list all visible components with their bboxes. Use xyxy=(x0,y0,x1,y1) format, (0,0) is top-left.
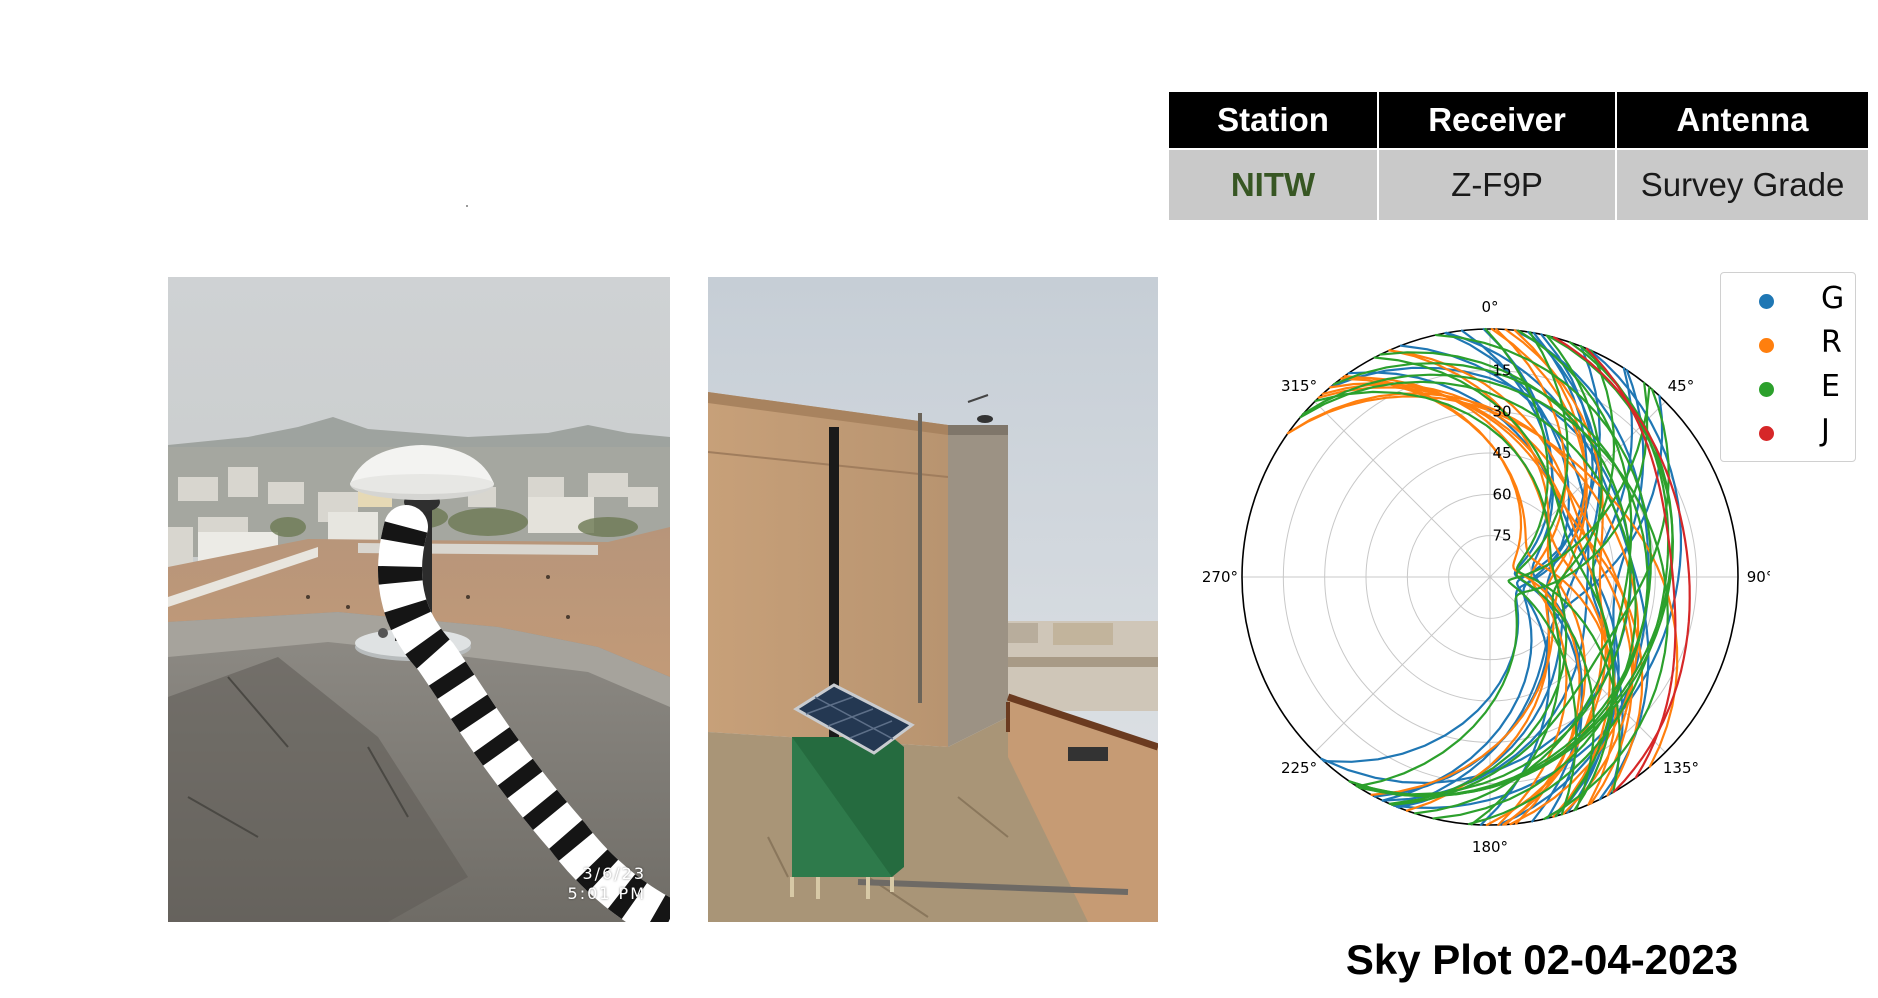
cell-antenna: Survey Grade xyxy=(1615,148,1870,222)
sky-plot-chart: 0° 45° 90° 135° 180° 225° 270° 315° 15 30 45 60 75 xyxy=(1202,298,1770,856)
satellite-track xyxy=(1484,327,1621,794)
angle-label: 315° xyxy=(1281,377,1317,395)
header-antenna: Antenna xyxy=(1615,90,1870,150)
satellite-track xyxy=(1340,376,1612,818)
legend-marker-j xyxy=(1759,426,1774,441)
satellite-tracks xyxy=(1286,327,1691,827)
satellite-track xyxy=(1479,345,1601,826)
satellite-track xyxy=(1322,333,1594,763)
legend-label-e: E xyxy=(1821,369,1840,404)
photo-timestamp: 3/6/23 5:01 PM xyxy=(568,864,646,904)
angle-label: 90° xyxy=(1747,568,1770,586)
sky-plot-caption: Sky Plot 02-04-2023 xyxy=(1345,936,1739,983)
legend-item-e: E xyxy=(1721,367,1855,411)
table-row: NITW Z-F9P Survey Grade xyxy=(1167,148,1870,222)
grid-spoke xyxy=(1314,576,1491,753)
radial-label: 45 xyxy=(1492,444,1511,462)
satellite-track xyxy=(1405,329,1587,812)
header-receiver: Receiver xyxy=(1377,90,1617,150)
satellite-track xyxy=(1445,331,1650,801)
angle-label: 225° xyxy=(1281,759,1317,777)
legend-label-j: J xyxy=(1821,413,1830,448)
solar-enclosure-photo xyxy=(708,277,1158,922)
satellite-track xyxy=(1414,329,1633,815)
satellite-track xyxy=(1301,373,1669,821)
satellite-track xyxy=(1507,385,1651,816)
legend-item-r: R xyxy=(1721,323,1855,367)
satellite-track xyxy=(1314,390,1568,805)
legend-label-g: G xyxy=(1821,281,1845,316)
cell-receiver: Z-F9P xyxy=(1377,148,1617,222)
polar-grid xyxy=(1241,328,1739,826)
angle-label: 135° xyxy=(1663,759,1699,777)
speck xyxy=(466,205,468,207)
satellite-track xyxy=(1299,380,1637,820)
polar-labels: 0° 45° 90° 135° 180° 225° 270° 315° 15 30 45 60 75 xyxy=(1202,298,1770,856)
solar-enclosure-photo-image xyxy=(708,277,1158,922)
radial-label: 75 xyxy=(1492,527,1511,545)
table-header-row: Station Receiver Antenna xyxy=(1167,90,1870,150)
station-info-table: Station Receiver Antenna NITW Z-F9P Surv… xyxy=(1167,90,1870,222)
angle-label: 270° xyxy=(1202,568,1238,586)
legend-label-r: R xyxy=(1821,325,1842,360)
legend-item-j: J xyxy=(1721,411,1855,455)
series-e xyxy=(1299,327,1675,826)
legend-marker-g xyxy=(1759,294,1774,309)
antenna-photo: 3/6/23 5:01 PM xyxy=(168,277,670,922)
angle-label: 180° xyxy=(1472,838,1508,856)
grid-spoke xyxy=(1314,401,1491,578)
angle-label: 45° xyxy=(1668,377,1695,395)
satellite-track xyxy=(1373,356,1615,818)
angle-label: 0° xyxy=(1481,298,1498,316)
photo-time: 5:01 PM xyxy=(567,884,646,903)
chart-legend: G R E J xyxy=(1720,272,1856,462)
satellite-track xyxy=(1585,347,1677,779)
legend-marker-r xyxy=(1759,338,1774,353)
series-j xyxy=(1553,336,1691,793)
radial-label: 30 xyxy=(1492,403,1511,421)
radial-label: 60 xyxy=(1492,485,1511,503)
polar-frame xyxy=(1241,328,1739,826)
legend-item-g: G xyxy=(1721,279,1855,323)
satellite-track xyxy=(1392,348,1682,810)
legend-marker-e xyxy=(1759,382,1774,397)
header-station: Station xyxy=(1167,90,1379,150)
antenna-photo-image xyxy=(168,277,670,922)
cell-station: NITW xyxy=(1167,148,1379,222)
photo-date: 3/6/23 xyxy=(582,864,646,883)
radial-label: 15 xyxy=(1492,361,1511,379)
satellite-track xyxy=(1340,377,1617,806)
